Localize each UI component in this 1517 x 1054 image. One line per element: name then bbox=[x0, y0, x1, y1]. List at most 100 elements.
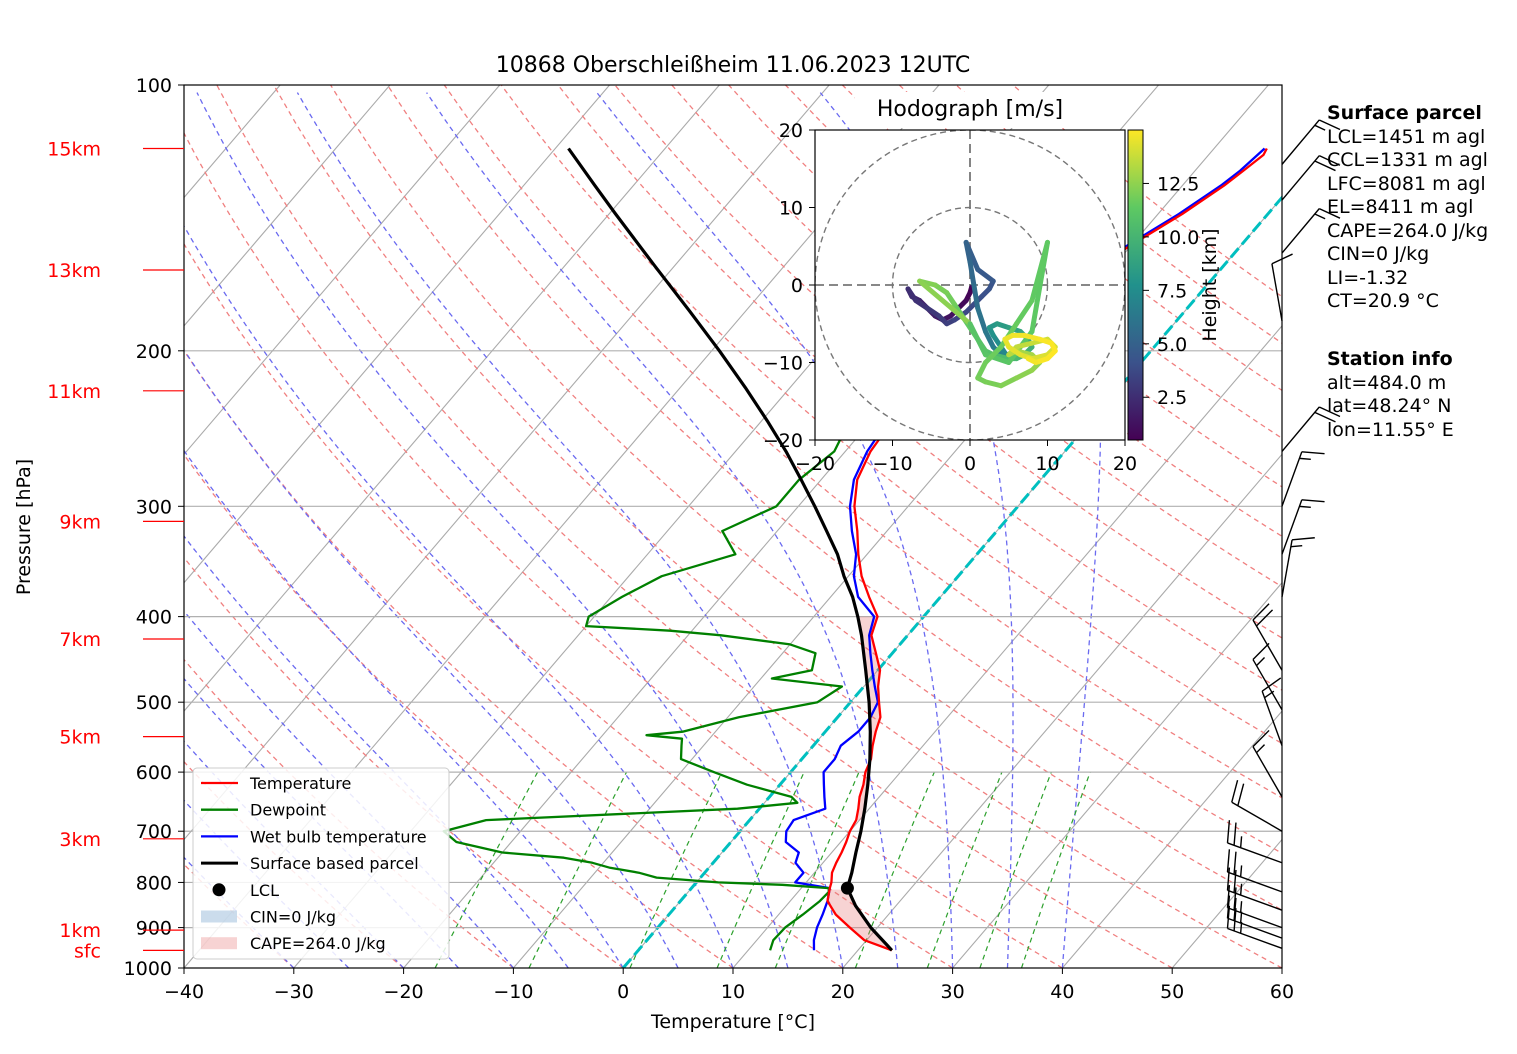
dry-adiabat bbox=[330, 85, 1282, 911]
y-tick-label: 500 bbox=[136, 692, 172, 714]
hodograph-segment bbox=[983, 329, 996, 350]
mixing-ratio-line bbox=[716, 771, 805, 968]
x-tick-label: −30 bbox=[274, 981, 314, 1003]
moist-adiabat bbox=[1056, 92, 1102, 968]
y-tick-label: 700 bbox=[136, 821, 172, 843]
height-label: 3km bbox=[59, 829, 101, 851]
x-tick-label: −20 bbox=[384, 981, 424, 1003]
wind-barb-shaft bbox=[1252, 746, 1283, 798]
x-axis: −40 −30 −20 −10 0 10 20 30 40 50 60 bbox=[164, 968, 1294, 1003]
dry-adiabat bbox=[443, 85, 1282, 799]
wind-barb-flag bbox=[1314, 213, 1326, 220]
wind-barb-shaft bbox=[1281, 451, 1303, 507]
legend-label: Temperature bbox=[249, 774, 351, 793]
wind-barb-flag bbox=[1226, 867, 1231, 891]
hodograph-segment bbox=[967, 259, 977, 288]
zero-isotherm bbox=[622, 195, 1282, 968]
parcel-li: LI=-1.32 bbox=[1327, 266, 1409, 289]
wind-barb-flag bbox=[1290, 544, 1303, 548]
wind-barb-flag bbox=[1318, 119, 1341, 131]
hodograph-segment bbox=[983, 344, 1004, 365]
isotherm-line bbox=[184, 85, 391, 327]
wind-barb-shaft bbox=[1231, 801, 1283, 832]
lcl-marker bbox=[840, 881, 854, 895]
wind-barb-flag bbox=[1256, 657, 1266, 667]
wind-barb-shaft bbox=[1281, 499, 1303, 555]
dry-adiabat bbox=[386, 85, 1282, 854]
station-info-panel: Station info alt=484.0 m lat=48.24° N lo… bbox=[1327, 348, 1454, 442]
wind-barb-flag bbox=[1271, 253, 1293, 265]
height-label: 11km bbox=[47, 381, 101, 403]
hodograph-segment bbox=[971, 282, 981, 311]
wind-barb-flag bbox=[1252, 603, 1270, 621]
x-tick-label: −10 bbox=[493, 981, 533, 1003]
hodograph-x-tick-label: 20 bbox=[1113, 453, 1137, 475]
wind-barb-flag bbox=[1239, 836, 1243, 848]
moist-adiabat bbox=[819, 92, 1014, 968]
x-axis-label: Temperature [°C] bbox=[650, 1011, 815, 1033]
hodograph-segment bbox=[975, 267, 996, 284]
wind-barb-flag bbox=[1318, 155, 1341, 166]
mixing-ratio-line bbox=[434, 771, 539, 968]
wind-barb-flag bbox=[1301, 499, 1325, 503]
legend-label: Wet bulb temperature bbox=[250, 827, 427, 846]
wind-barb-shaft bbox=[1227, 927, 1283, 949]
wind-barb-flag bbox=[1314, 411, 1336, 423]
wind-barb-flag bbox=[1237, 783, 1245, 806]
wind-barb-shaft bbox=[1261, 690, 1283, 746]
y-tick-label: 800 bbox=[136, 872, 172, 894]
wind-barb-shaft bbox=[1281, 119, 1320, 165]
wind-barb-flag bbox=[1299, 457, 1311, 461]
parcel-ct: CT=20.9 °C bbox=[1327, 290, 1439, 312]
chart-title: 10868 Oberschleißheim 11.06.2023 12UTC bbox=[496, 53, 971, 78]
colorbar-tick-label: 5.0 bbox=[1157, 334, 1187, 356]
isotherm-line bbox=[184, 85, 720, 713]
wind-barb-flag bbox=[1233, 887, 1237, 911]
y-tick-label: 600 bbox=[136, 762, 172, 784]
wind-barb-flag bbox=[1226, 849, 1231, 873]
wind-barb-shaft bbox=[1227, 907, 1283, 929]
colorbar-tick-label: 12.5 bbox=[1157, 173, 1199, 195]
dry-adiabat bbox=[184, 453, 734, 968]
wind-barb-flag bbox=[1226, 820, 1231, 843]
wind-barb-shaft bbox=[1281, 539, 1293, 598]
parcel-ccl: CCL=1331 m agl bbox=[1327, 149, 1488, 171]
y-tick-label: 300 bbox=[136, 496, 172, 518]
legend-label: Surface based parcel bbox=[250, 854, 419, 873]
isotherm-line bbox=[184, 85, 501, 456]
wind-barb-flag bbox=[1314, 124, 1326, 131]
hodograph-axes: −20−20 −10 −10 0 0 10 10 20 20 bbox=[763, 120, 1137, 475]
hodograph-trace bbox=[905, 239, 1058, 389]
moist-adiabat bbox=[184, 224, 734, 968]
moist-adiabat bbox=[196, 92, 789, 968]
station-alt: alt=484.0 m bbox=[1327, 371, 1447, 394]
legend-label: CAPE=264.0 J/kg bbox=[250, 934, 386, 953]
wind-barb-flag bbox=[1314, 160, 1336, 172]
wind-barb-shaft bbox=[1227, 917, 1283, 939]
y-tick-label: 900 bbox=[136, 918, 172, 940]
hodograph-y-tick-label: 20 bbox=[779, 120, 803, 142]
hodograph-segment bbox=[1014, 340, 1035, 350]
mixing-ratio-line bbox=[528, 771, 628, 968]
x-tick-label: 30 bbox=[941, 981, 965, 1003]
legend-swatch bbox=[201, 937, 237, 950]
wind-barbs bbox=[1226, 119, 1341, 949]
dry-adiabat bbox=[273, 85, 1282, 968]
y-tick-label: 400 bbox=[136, 607, 172, 629]
hodograph-grid bbox=[815, 130, 1125, 440]
colorbar-ticks: 2.5 5.0 7.5 10.0 12.5 bbox=[1143, 173, 1199, 409]
wind-barb-flag bbox=[1239, 911, 1243, 924]
hodograph: Hodograph [m/s] −20−20 −10 −10 0 0 10 10 20 20 2… bbox=[763, 92, 1221, 475]
hodograph-segment bbox=[967, 321, 988, 358]
hodograph-segment bbox=[1014, 298, 1035, 327]
isotherm-line bbox=[184, 85, 610, 584]
parcel-lcl: LCL=1451 m agl bbox=[1327, 125, 1486, 148]
hodograph-segment bbox=[998, 375, 1019, 389]
legend-label: CIN=0 J/kg bbox=[250, 908, 336, 927]
hodograph-segment bbox=[1025, 356, 1039, 365]
station-lat: lat=48.24° N bbox=[1327, 395, 1452, 417]
wind-barb-flag bbox=[1261, 677, 1282, 692]
height-label: 13km bbox=[47, 260, 101, 282]
wind-barb-shaft bbox=[1227, 871, 1283, 893]
parcel-el: EL=8411 m agl bbox=[1327, 196, 1474, 218]
